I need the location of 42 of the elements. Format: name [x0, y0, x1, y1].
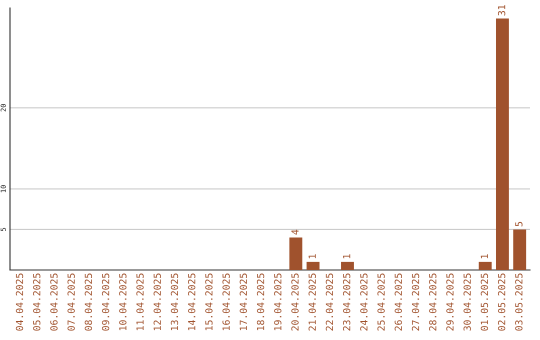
x-tick-label: 14.04.2025 [188, 274, 196, 330]
bar [341, 262, 354, 270]
bar [289, 238, 302, 270]
x-tick-label: 15.04.2025 [205, 274, 213, 330]
x-tick-label: 17.04.2025 [240, 274, 248, 330]
x-tick-label: 10.04.2025 [119, 274, 126, 330]
x-tick-label: 13.04.2025 [170, 274, 178, 330]
x-tick-label: 27.04.2025 [412, 274, 420, 331]
x-tick-label: 19.04.2025 [274, 274, 282, 330]
x-tick-label: 21.04.2025 [308, 274, 316, 331]
x-tick-label: 16.04.2025 [222, 274, 230, 330]
x-tick-label: 30.04.2025 [464, 274, 471, 331]
x-tick-label: 26.04.2025 [394, 274, 402, 331]
bar [478, 262, 492, 270]
x-tick-label: 29.04.2025 [446, 274, 454, 331]
x-tick-label: 06.04.2025 [50, 274, 58, 331]
bar [496, 18, 509, 270]
x-tick-label: 11.04.2025 [136, 274, 144, 330]
x-tick-label: 07.04.2025 [67, 274, 75, 331]
x-tick-label: 03.05.2025 [515, 274, 523, 331]
x-tick-label: 05.04.2025 [33, 274, 40, 331]
data-label: 1 [308, 254, 316, 258]
x-tick-label: 20.04.2025 [291, 274, 299, 331]
x-tick-label: 24.04.2025 [360, 274, 368, 331]
x-tick-label: 04.04.2025 [16, 274, 24, 331]
data-label: 31 [498, 5, 506, 16]
data-label: 4 [291, 230, 299, 235]
x-tick-label: 02.05.2025 [498, 274, 506, 331]
x-tick-label: 22.04.2025 [326, 274, 334, 331]
x-tick-label: 01.05.2025 [480, 274, 488, 331]
x-tick-label: 12.04.2025 [154, 274, 161, 330]
data-label: 5 [515, 222, 523, 226]
x-tick-label: 09.04.2025 [102, 274, 110, 331]
bar [513, 229, 526, 270]
data-label: 1 [343, 254, 350, 258]
data-label: 1 [480, 254, 488, 258]
x-tick-label: 08.04.2025 [84, 274, 92, 331]
x-tick-label: 25.04.2025 [377, 274, 385, 331]
x-tick-label: 28.04.2025 [429, 274, 436, 331]
bar [306, 262, 320, 270]
x-tick-label: 23.04.2025 [342, 274, 350, 331]
x-tick-label: 18.04.2025 [256, 274, 264, 330]
